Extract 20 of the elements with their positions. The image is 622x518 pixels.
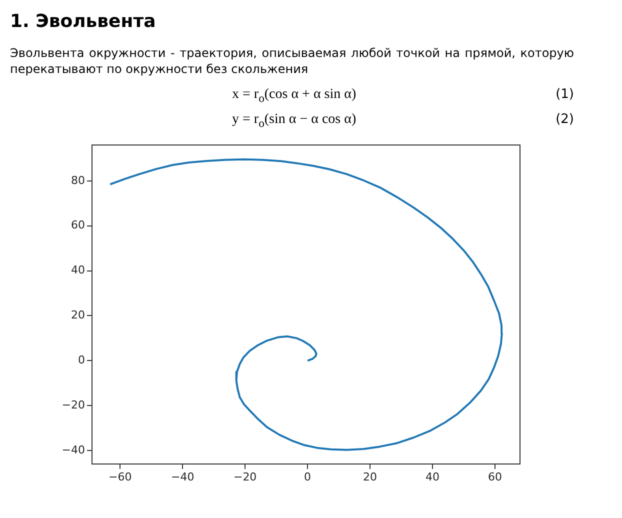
text: y = r$_{o}$(sin α − α cos α) [232,112,356,130]
y-tick-label: 40 [71,264,85,277]
y-tick-label: 20 [71,308,85,322]
x-tick-label: −60 [108,470,132,484]
y-tick-label: 0 [78,354,85,367]
text: (1) [556,87,574,102]
y-tick-label: 80 [71,174,85,187]
x-tick-label: −20 [233,470,257,484]
y-tick-label: −20 [62,398,85,412]
x-tick-label: 0 [304,470,312,484]
x-tick-label: 60 [488,470,502,484]
x-tick-label: 40 [426,470,440,484]
x-tick-label: −40 [170,470,194,484]
text: (2) [556,112,574,127]
chart-subtitle: Эвольвента окружности - траектория, описываемая любой точкой на прямой, которую перекатывают по окружности без скольжения [10,45,574,77]
chart-title: 1. Эвольвента [10,11,156,32]
text: x = r$_{o}$(cos α + α sin α) [232,87,356,105]
x-tick-label: 20 [363,470,378,484]
y-tick-label: −40 [62,443,85,456]
y-tick-label: 60 [71,218,85,232]
